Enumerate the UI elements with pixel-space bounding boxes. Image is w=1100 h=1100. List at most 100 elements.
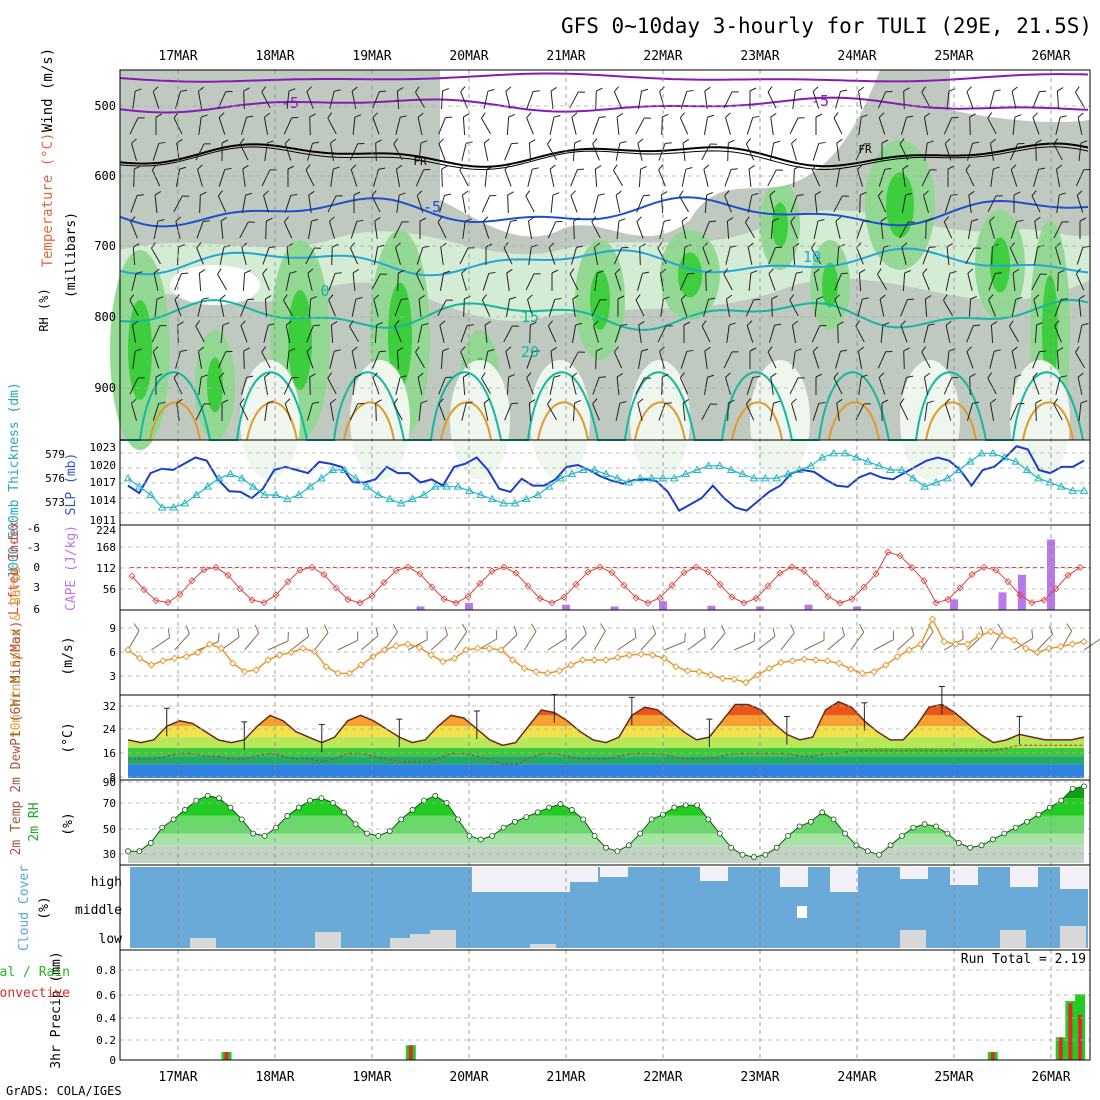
wind-barb: [131, 271, 143, 291]
wind-barb: [836, 138, 843, 161]
wind-barb: [880, 217, 887, 240]
wind-barb: [372, 350, 387, 369]
wind-barb: [374, 321, 384, 344]
thickness-point: [749, 473, 759, 482]
wind-speed-point: [485, 644, 494, 653]
wind-speed-point: [159, 657, 167, 665]
slp-tick: 1017: [90, 476, 117, 489]
lifted-index-point: [884, 548, 892, 556]
wind-barb: [419, 217, 427, 239]
cloud-gap-high: [900, 867, 928, 879]
wind-barb: [748, 270, 758, 292]
precip-convective-bar: [1068, 1003, 1073, 1060]
wind-barb: [439, 270, 451, 291]
wind-barb-10m: [244, 624, 260, 651]
wind-barb: [879, 294, 886, 317]
wind-barb: [1078, 400, 1088, 422]
wind-barb: [814, 296, 824, 318]
wind-tick: 3: [109, 670, 116, 683]
temp-tick: 32: [103, 700, 116, 713]
thickness-point: [578, 465, 588, 473]
rh-band: [128, 845, 1084, 863]
wind-barb: [1034, 216, 1041, 239]
wind-barb: [615, 141, 627, 161]
wind-barb: [635, 377, 651, 395]
wind-barb: [132, 243, 140, 266]
wind-speed-point: [730, 675, 738, 683]
wind-barb: [352, 374, 362, 396]
date-label-bottom: 22MAR: [643, 1070, 682, 1085]
wind-barb: [858, 114, 868, 135]
wind-speed-point: [275, 651, 284, 659]
lifted-index-point: [920, 577, 928, 585]
wind-speed-point: [252, 666, 260, 674]
wind-barb: [528, 139, 536, 162]
rh-point: [216, 795, 222, 802]
thickness-point: [214, 473, 224, 482]
wind-barb: [481, 372, 491, 395]
lifted-index-point: [188, 577, 196, 585]
wind-barb: [943, 294, 953, 317]
wind-barb: [153, 268, 160, 291]
wind-barb: [570, 168, 585, 187]
wind-barb: [373, 244, 385, 265]
wind-barb: [724, 190, 732, 213]
wind-speed-point: [497, 646, 505, 654]
wind-barb: [506, 113, 516, 136]
wind-barb: [265, 217, 273, 240]
wind-barb: [306, 346, 314, 369]
wind-barb: [636, 194, 651, 213]
thickness-point: [1056, 482, 1066, 490]
rh-point: [261, 832, 268, 839]
wind-barb: [415, 268, 425, 291]
wind-barb: [967, 218, 979, 239]
rh-tick: 90: [103, 776, 116, 789]
date-label-top: 26MAR: [1031, 49, 1070, 64]
rh-point: [728, 844, 735, 851]
wind-speed-point: [800, 655, 808, 663]
wind-barb: [525, 273, 541, 291]
wind-barb: [921, 346, 931, 369]
wind-barb: [195, 320, 205, 343]
wind-speed-point: [718, 674, 727, 683]
wind-barb: [614, 268, 622, 291]
thickness-point: [1079, 486, 1089, 494]
wind-barb: [263, 323, 275, 343]
temp-tick: 8: [109, 771, 116, 784]
thickness-point: [135, 482, 144, 490]
wind-barb: [551, 269, 559, 291]
wind-barb: [195, 403, 211, 421]
cape-bar: [610, 606, 619, 610]
thickness-line: [127, 452, 1084, 509]
upper-legend-rh: RH (%): [37, 288, 51, 331]
wind-barb: [1009, 242, 1019, 265]
wind-barb: [572, 294, 579, 317]
thickness-point: [556, 473, 565, 482]
wind-barb: [1053, 398, 1063, 421]
wind-barb: [218, 372, 226, 395]
wind-barb: [899, 221, 915, 239]
wind-barb: [727, 399, 735, 422]
lifted-index-point: [248, 596, 256, 604]
thickness-point: [601, 469, 611, 478]
rh-point: [466, 832, 473, 839]
wind-barb: [681, 167, 693, 187]
wind-barb: [151, 324, 167, 343]
wind-barb: [966, 324, 981, 343]
rh-plume-core: [772, 202, 788, 248]
wind-barb: [549, 164, 556, 187]
wind-speed-point: [648, 651, 657, 659]
wind-barb-10m: [593, 623, 606, 651]
chart-title: GFS 0~10day 3-hourly for TULI (29E, 21.5…: [561, 14, 1092, 38]
wind-barb: [461, 268, 467, 291]
wind-barb: [923, 323, 935, 343]
wind-barb: [746, 375, 760, 395]
wind-barb: [726, 322, 736, 343]
wind-barb: [483, 89, 495, 109]
cloud-gap-high: [780, 867, 808, 887]
wind-barb: [659, 346, 665, 369]
wind-barb: [858, 374, 868, 395]
wind-speed-point: [450, 654, 459, 663]
wind-barb: [375, 139, 382, 162]
